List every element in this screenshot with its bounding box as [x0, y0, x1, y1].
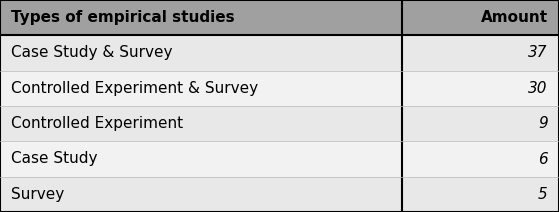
- Text: 30: 30: [528, 81, 548, 96]
- FancyBboxPatch shape: [0, 141, 559, 177]
- Text: Case Study: Case Study: [11, 152, 98, 166]
- Text: Types of empirical studies: Types of empirical studies: [11, 10, 235, 25]
- Text: Controlled Experiment: Controlled Experiment: [11, 116, 183, 131]
- Text: 6: 6: [538, 152, 548, 166]
- FancyBboxPatch shape: [0, 0, 559, 35]
- FancyBboxPatch shape: [0, 35, 559, 71]
- Text: Survey: Survey: [11, 187, 64, 202]
- Text: Case Study & Survey: Case Study & Survey: [11, 46, 173, 60]
- Text: 9: 9: [538, 116, 548, 131]
- Text: 37: 37: [528, 46, 548, 60]
- FancyBboxPatch shape: [0, 177, 559, 212]
- Text: Amount: Amount: [481, 10, 548, 25]
- FancyBboxPatch shape: [0, 71, 559, 106]
- Text: 5: 5: [538, 187, 548, 202]
- FancyBboxPatch shape: [0, 106, 559, 141]
- Text: Controlled Experiment & Survey: Controlled Experiment & Survey: [11, 81, 258, 96]
